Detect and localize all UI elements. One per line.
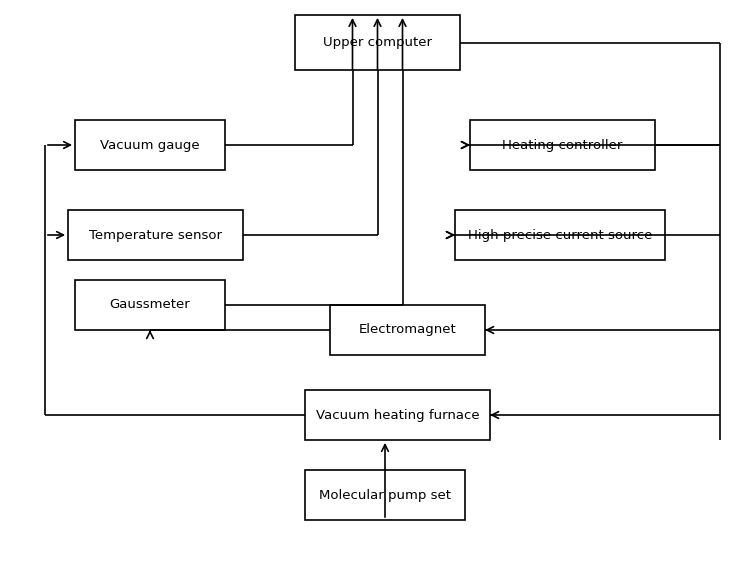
Text: Upper computer: Upper computer — [323, 36, 432, 49]
Bar — [305, 390, 490, 440]
Text: Vacuum heating furnace: Vacuum heating furnace — [316, 408, 479, 421]
Text: Vacuum gauge: Vacuum gauge — [100, 139, 200, 151]
Text: Electromagnet: Electromagnet — [358, 324, 456, 336]
Bar — [305, 470, 465, 520]
Bar — [455, 210, 665, 260]
Text: Gaussmeter: Gaussmeter — [110, 299, 190, 312]
Text: High precise current source: High precise current source — [468, 228, 652, 242]
Bar — [75, 120, 225, 170]
Bar — [68, 210, 243, 260]
Bar — [470, 120, 655, 170]
Text: Heating controller: Heating controller — [503, 139, 622, 151]
Bar — [330, 305, 485, 355]
Text: Temperature sensor: Temperature sensor — [89, 228, 222, 242]
Bar — [75, 280, 225, 330]
Bar — [295, 15, 460, 70]
Text: Molecular pump set: Molecular pump set — [319, 489, 451, 501]
